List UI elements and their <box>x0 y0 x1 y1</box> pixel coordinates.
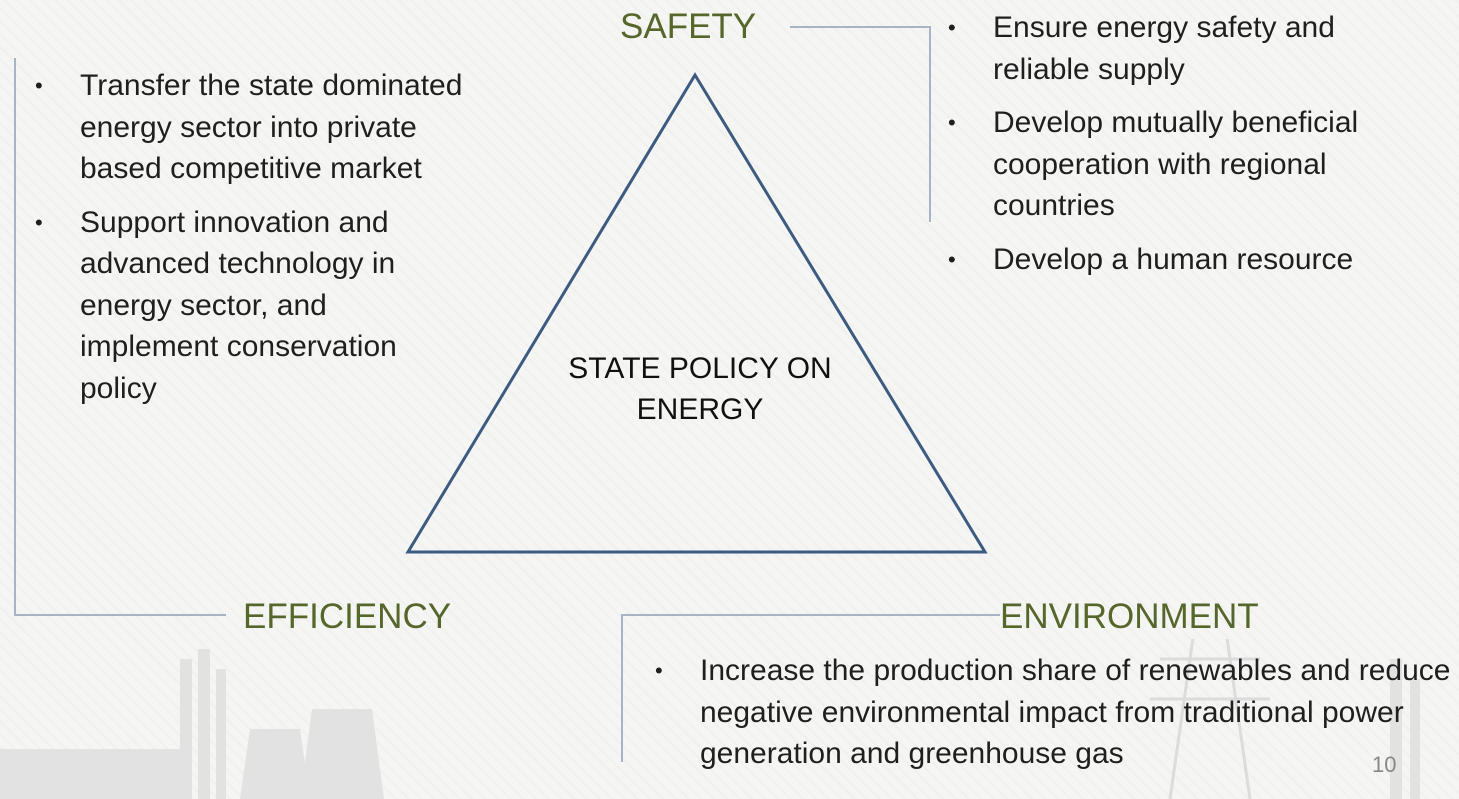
pillar-label: SAFETY <box>620 7 756 47</box>
policy-triangle <box>408 75 985 552</box>
bullet-list: Ensure energy safety and reliable supply… <box>948 7 1418 292</box>
bullet-item: Develop mutually beneficial cooperation … <box>948 102 1418 227</box>
safety-connector <box>790 27 930 222</box>
page-number: 10 <box>1372 752 1396 778</box>
bullet-item: Support innovation and advanced technolo… <box>35 202 465 410</box>
bullet-list: Increase the production share of renewab… <box>655 650 1459 787</box>
pillar-label: ENVIRONMENT <box>1000 597 1259 637</box>
bullet-item: Develop a human resource <box>948 239 1418 281</box>
bullet-list: Transfer the state dominated energy sect… <box>35 65 465 421</box>
pillar-label: EFFICIENCY <box>243 597 451 637</box>
bullet-item: Increase the production share of renewab… <box>655 650 1459 775</box>
bullet-item: Transfer the state dominated energy sect… <box>35 65 465 190</box>
slide: STATE POLICY ON ENERGY SAFETY EFFICIENCY… <box>0 0 1459 799</box>
bullet-item: Ensure energy safety and reliable supply <box>948 7 1418 90</box>
center-label: STATE POLICY ON ENERGY <box>560 348 840 430</box>
